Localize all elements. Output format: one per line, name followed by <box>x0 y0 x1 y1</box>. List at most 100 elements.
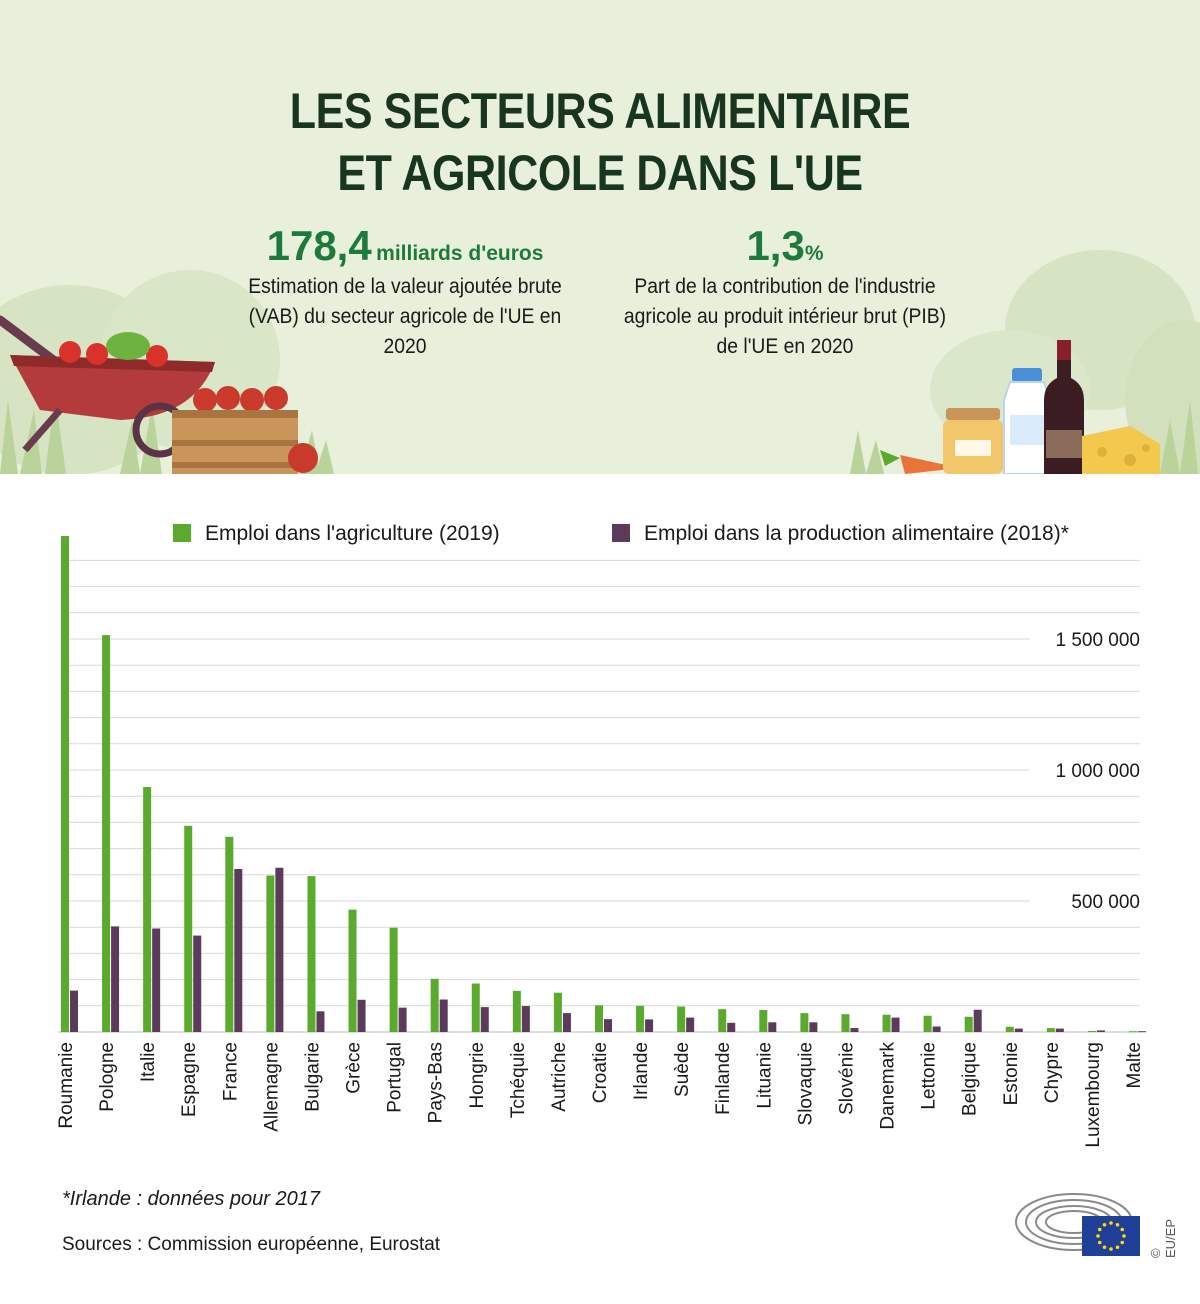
bar-agriculture <box>225 836 234 1032</box>
category-label: Malte <box>1124 1042 1145 1088</box>
category-label: Suède <box>672 1042 693 1097</box>
x-axis-categories: Roumanie Pologne Italie Espagne France Allema… <box>56 1042 1145 1148</box>
category-label: Finlande <box>713 1042 734 1115</box>
eu-star <box>1096 1234 1100 1238</box>
bar-agriculture <box>266 875 275 1032</box>
y-tick-label: 1 000 000 <box>1055 761 1140 782</box>
title-line-1: LES SECTEURS ALIMENTAIRE <box>289 83 911 139</box>
eu-star <box>1102 1245 1107 1250</box>
bar-food-production <box>398 1007 407 1032</box>
bar-agriculture <box>61 536 69 1032</box>
bar-food-production <box>562 1013 571 1032</box>
category-label: Irlande <box>631 1042 652 1100</box>
category-label: Portugal <box>385 1042 406 1113</box>
category-label: Croatie <box>590 1042 611 1103</box>
stat-gdp-share-value: 1,3% <box>600 222 970 270</box>
bar-chart: 500 000 1 000 000 1 500 000 Roumanie Pologn… <box>56 522 1146 1148</box>
wine-bottle-icon <box>1044 340 1084 474</box>
stat-gva: 178,4 milliards d'euros Estimation de la… <box>215 222 595 362</box>
stat-gdp-share-number: 1,3 <box>746 222 805 269</box>
bar-agriculture <box>923 1015 932 1032</box>
bar-agriculture <box>307 876 316 1032</box>
bar-agriculture <box>389 927 398 1032</box>
legend-swatch-agriculture <box>173 524 191 542</box>
bar-agriculture <box>102 635 111 1032</box>
bar-food-production <box>850 1028 859 1032</box>
bar-food-production <box>193 935 202 1032</box>
category-label: Danemark <box>878 1042 899 1130</box>
bar-agriculture <box>759 1009 768 1032</box>
category-label: Italie <box>138 1042 159 1082</box>
eu-star <box>1120 1227 1125 1232</box>
legend-swatch-food-production <box>612 524 630 542</box>
header-banner: LES SECTEURS ALIMENTAIRE ET AGRICOLE DAN… <box>0 0 1200 474</box>
title-line-2: ET AGRICOLE DANS L'UE <box>337 145 863 201</box>
category-label: Bulgarie <box>302 1042 323 1112</box>
bar-food-production <box>1138 1031 1146 1033</box>
bar-agriculture <box>553 992 562 1032</box>
category-label: Belgique <box>960 1042 981 1116</box>
category-label: Slovénie <box>836 1042 857 1115</box>
bar-food-production <box>686 1017 695 1032</box>
header-illustration <box>0 250 1200 474</box>
bar-agriculture <box>348 909 357 1032</box>
stat-gva-unit: milliards d'euros <box>376 242 544 265</box>
bar-food-production <box>973 1009 982 1032</box>
category-label: Roumanie <box>56 1042 77 1129</box>
footnote: *Irlande : données pour 2017 <box>62 1188 320 1210</box>
bar-agriculture <box>964 1016 973 1032</box>
category-label: Lituanie <box>754 1042 775 1109</box>
bar-food-production <box>1055 1028 1064 1032</box>
eu-star <box>1109 1221 1113 1225</box>
bar-agriculture <box>1129 1031 1137 1033</box>
bar-agriculture <box>595 1005 603 1032</box>
ep-logo <box>1015 1193 1140 1256</box>
category-label: Tchéquie <box>508 1042 529 1118</box>
y-tick-label: 1 500 000 <box>1055 630 1140 651</box>
category-label: Slovaquie <box>795 1042 816 1125</box>
stat-gdp-share: 1,3% Part de la contribution de l'indust… <box>600 222 970 362</box>
bar-agriculture <box>1005 1026 1014 1032</box>
category-label: Allemagne <box>261 1042 282 1132</box>
bar-food-production <box>645 1019 654 1032</box>
bar-food-production <box>480 1007 489 1032</box>
bar-agriculture <box>841 1014 850 1032</box>
category-label: Luxembourg <box>1083 1042 1104 1148</box>
bar-food-production <box>357 999 366 1032</box>
bar-food-production <box>1014 1028 1023 1032</box>
category-label: Autriche <box>549 1042 570 1112</box>
honey-jar-icon <box>943 408 1003 474</box>
category-label: Espagne <box>179 1042 200 1117</box>
bar-food-production <box>234 869 243 1032</box>
bar-food-production <box>316 1011 325 1032</box>
eu-star <box>1115 1245 1120 1250</box>
category-label: Pologne <box>97 1042 118 1112</box>
credit: © EU/EP <box>1148 1218 1178 1258</box>
eu-star <box>1122 1234 1126 1238</box>
eu-star <box>1102 1222 1107 1227</box>
bar-agriculture <box>430 978 439 1032</box>
bar-food-production <box>768 1022 777 1032</box>
stat-gva-value: 178,4 milliards d'euros <box>215 222 595 270</box>
bar-food-production <box>521 1006 530 1032</box>
bar-agriculture <box>636 1005 645 1032</box>
legend-label-agriculture: Emploi dans l'agriculture (2019) <box>205 522 500 545</box>
eu-star <box>1109 1247 1113 1251</box>
legend-label-food-production: Emploi dans la production alimentaire (2… <box>644 522 1069 545</box>
bar-agriculture <box>143 787 152 1032</box>
bar-food-production <box>1096 1030 1105 1032</box>
bar-agriculture <box>677 1006 686 1032</box>
sources: Sources : Commission européenne, Eurosta… <box>62 1234 441 1255</box>
grass-right <box>850 400 1198 474</box>
bar-agriculture <box>718 1009 727 1032</box>
stat-gva-description: Estimation de la valeur ajoutée brute (V… <box>248 275 562 358</box>
eu-star <box>1120 1240 1125 1245</box>
category-label: France <box>220 1042 241 1101</box>
chart-bars <box>61 536 1146 1033</box>
bar-food-production <box>70 990 78 1032</box>
bar-agriculture <box>1087 1030 1096 1032</box>
crate-icon <box>172 386 318 474</box>
bar-agriculture <box>1046 1028 1055 1032</box>
bar-food-production <box>809 1022 818 1032</box>
bar-agriculture <box>800 1013 809 1032</box>
